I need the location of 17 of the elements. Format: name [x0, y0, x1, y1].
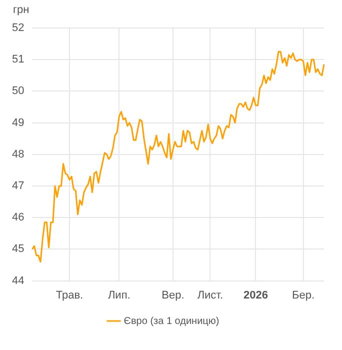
- y-tick-label: 51: [12, 54, 24, 66]
- y-tick-label: 46: [12, 212, 24, 224]
- x-tick-label: Лист.: [197, 289, 224, 302]
- y-tick-label: 52: [12, 22, 24, 34]
- y-tick-label: 50: [12, 85, 24, 98]
- x-tick-label: Вер.: [162, 289, 184, 302]
- y-tick-label: 47: [12, 180, 24, 192]
- y-axis-title: грн: [13, 4, 30, 16]
- y-tick-label: 48: [12, 148, 24, 160]
- y-tick-label: 45: [12, 243, 24, 256]
- x-tick-label: 2026: [243, 289, 268, 302]
- y-tick-label: 49: [12, 116, 24, 129]
- x-tick-label: Трав.: [56, 289, 84, 302]
- x-tick-label: Бер.: [292, 289, 315, 302]
- x-tick-label: Лип.: [108, 289, 130, 302]
- legend-label: Євро (за 1 одиницю): [124, 316, 220, 327]
- y-tick-label: 44: [12, 274, 24, 287]
